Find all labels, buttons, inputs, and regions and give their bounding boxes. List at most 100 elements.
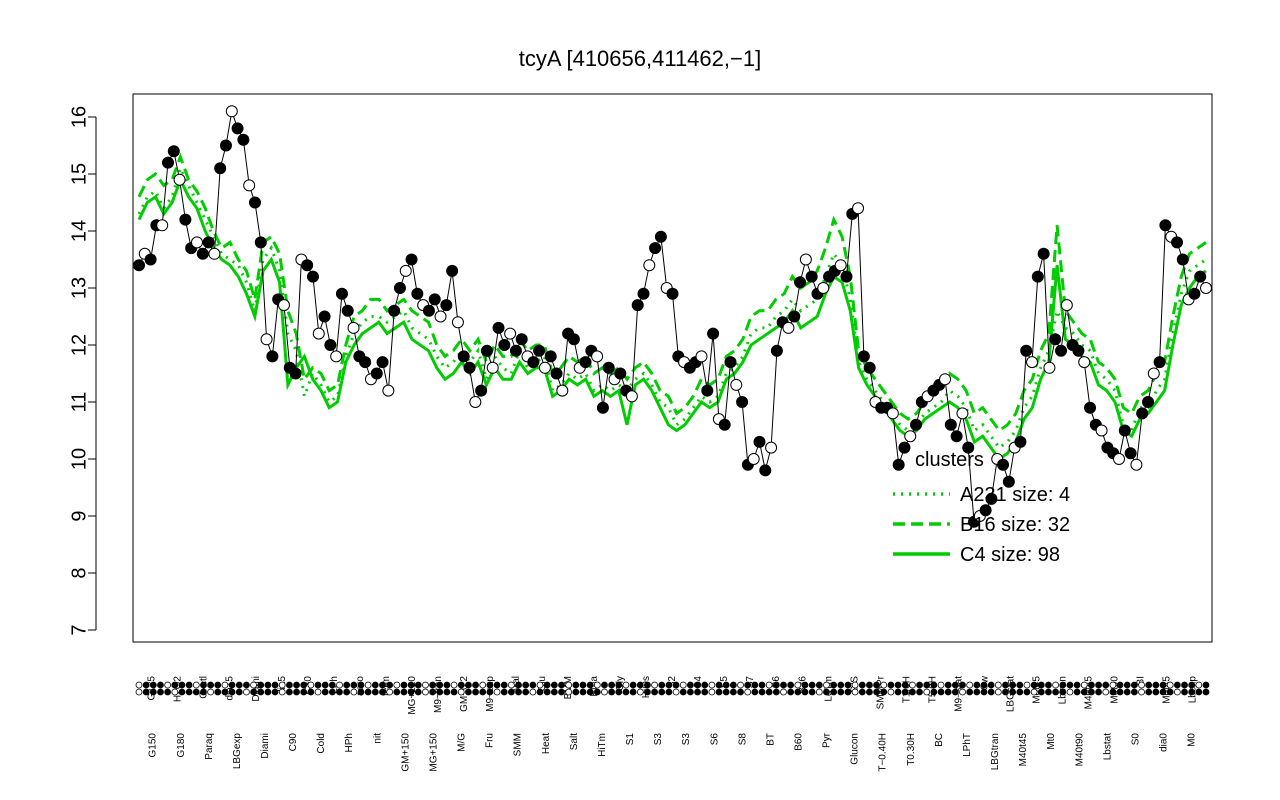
x-marker [808,688,816,696]
data-point [591,350,604,363]
plot-frame [132,93,1213,643]
x-marker [651,681,658,689]
data-point [1159,219,1172,232]
x-marker [386,681,394,689]
x-marker [221,681,229,689]
x-label-bottom: S0 [1130,733,1141,746]
data-point [805,270,818,283]
x-marker [135,681,143,689]
x-marker [271,688,279,696]
data-point [625,390,638,403]
x-marker [178,681,186,689]
y-tick-label: 10 [68,448,90,470]
x-marker [1037,681,1045,689]
data-point [179,213,192,226]
x-marker [787,688,795,696]
x-marker [558,688,565,696]
x-marker [944,688,952,696]
x-marker [694,681,701,689]
x-marker [987,688,995,696]
data-point [376,356,389,369]
x-marker [379,681,386,689]
data-point [533,344,546,357]
x-label-bottom: LBGtran [990,733,1001,770]
x-label-bottom: Salt [569,733,580,750]
x-label-bottom: M0 [1187,733,1198,747]
x-label-top: GM−0.2 [459,676,470,712]
legend-title: clusters [915,449,984,471]
x-marker [414,681,422,689]
x-marker [457,688,465,696]
data-point [167,145,180,158]
data-point [1118,424,1131,437]
x-marker [343,681,351,689]
x-marker [164,688,172,696]
data-point [1060,299,1073,312]
data-point [469,396,482,408]
data-point [979,504,992,517]
x-marker [1188,688,1196,696]
data-point [1194,270,1207,283]
data-point [799,253,812,266]
x-marker [873,681,880,689]
data-point [254,236,267,249]
x-marker [636,681,644,689]
x-marker [414,688,422,696]
x-marker [1138,681,1145,689]
x-label-bottom: Lbstat [1102,733,1113,760]
x-marker [1188,681,1196,689]
x-marker [1045,681,1052,689]
legend-label: B16 size: 32 [960,514,1070,536]
data-point [440,299,453,312]
x-marker [1080,688,1088,696]
data-point [266,350,279,363]
x-label-bottom: S1 [625,733,636,746]
x-marker [973,681,981,689]
x-marker [171,688,179,696]
data-point [190,236,203,249]
x-marker [844,688,852,696]
x-marker [901,688,909,696]
x-marker [371,681,379,689]
x-marker [758,681,766,689]
data-point [614,367,627,380]
x-marker [751,688,759,696]
x-label-bottom: Pyr [822,732,833,748]
x-label-bottom: Mt0 [1046,733,1057,750]
x-label-bottom: dia0 [1159,733,1170,752]
x-marker [164,681,172,689]
x-marker [615,688,623,696]
x-marker [429,688,437,696]
data-point [1142,396,1155,408]
x-label-bottom: T−0.40H [878,733,889,772]
x-label-bottom: Heat [541,733,552,754]
data-point [318,310,331,323]
x-marker [844,681,852,689]
x-label-top: ferm [381,676,392,696]
x-label-bottom: Glucon [850,733,861,765]
x-marker [1073,681,1081,689]
data-point [237,133,250,146]
x-marker [1088,681,1095,689]
x-marker [529,688,537,696]
x-label-top: M9−stat [953,676,964,712]
chart-title: tcyA [410656,411462,−1] [519,46,761,71]
data-point [718,418,731,431]
x-marker [1173,688,1181,696]
x-marker [959,681,966,689]
x-marker [1181,681,1188,689]
x-marker [472,681,479,689]
x-marker [250,688,257,696]
x-marker [701,688,709,696]
x-marker [1202,688,1210,696]
x-marker [1116,688,1124,696]
x-marker [543,681,551,689]
data-point [1002,475,1015,488]
profile-line [138,111,1207,523]
x-label-top: S2 [667,676,678,689]
x-marker [1023,688,1031,696]
x-label-bottom: S3 [653,733,664,746]
x-marker [278,688,286,696]
x-marker [636,688,644,696]
x-marker [708,688,716,696]
